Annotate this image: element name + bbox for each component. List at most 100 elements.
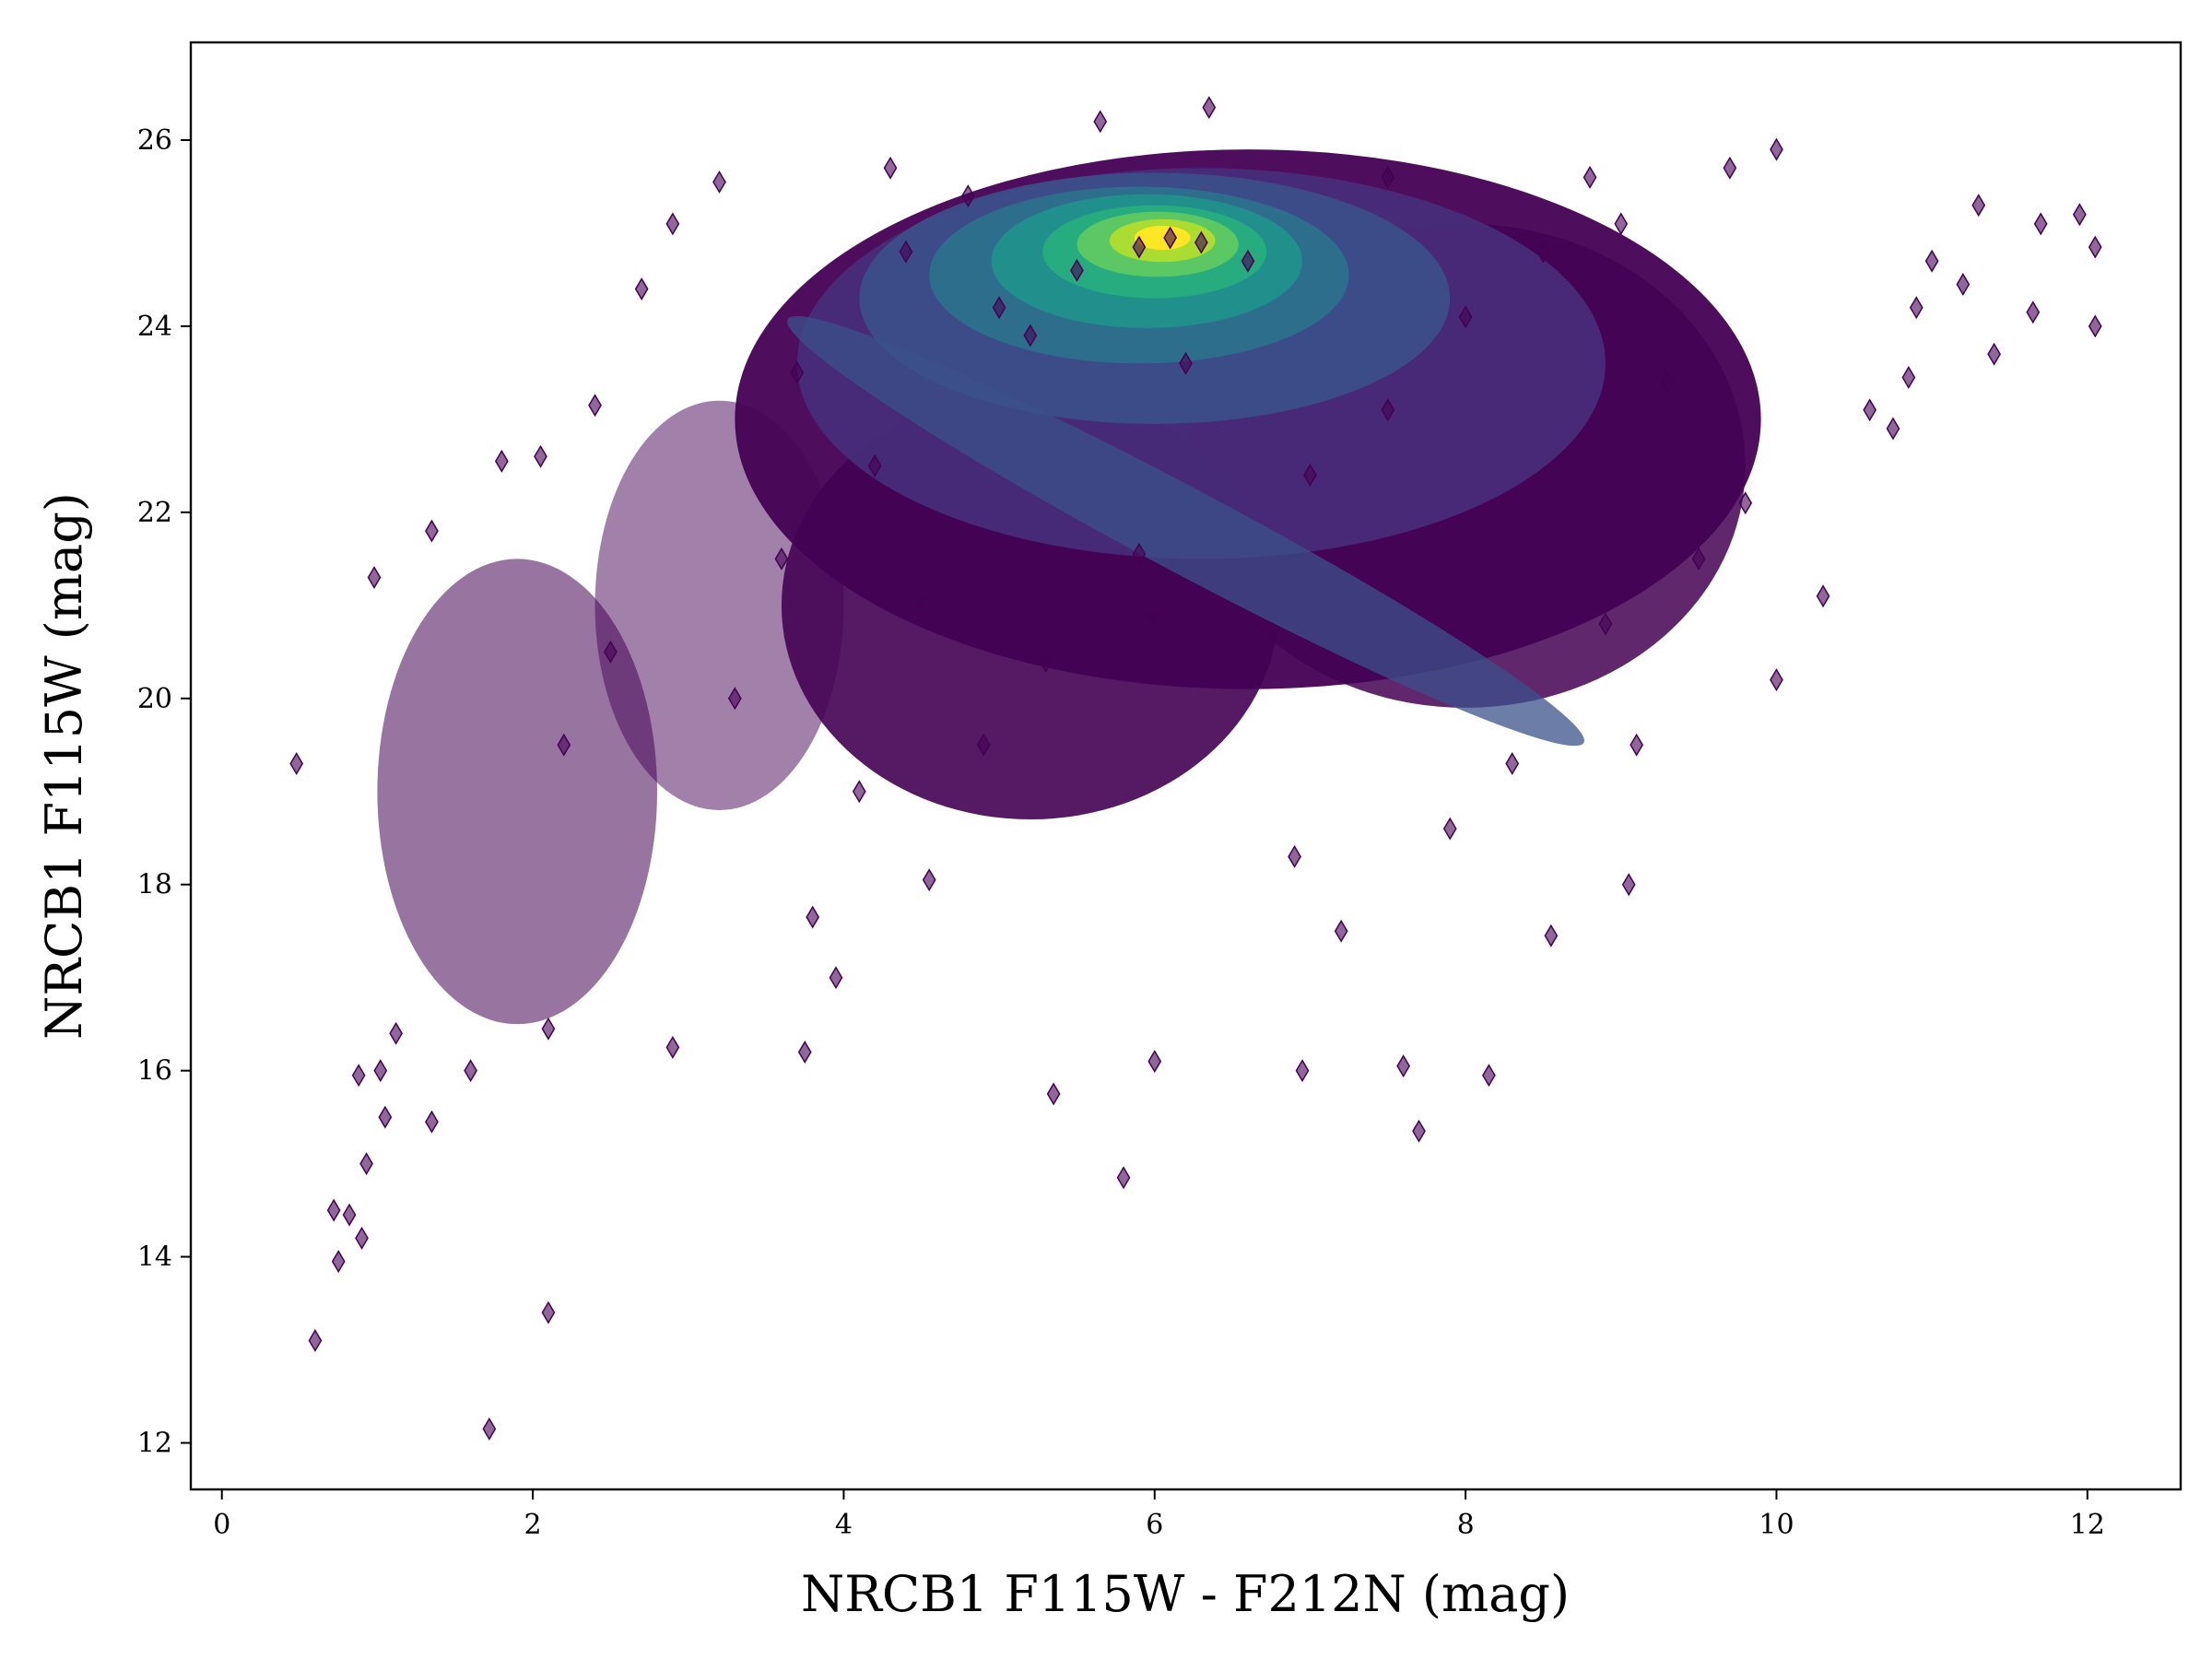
data-point xyxy=(1241,249,1255,273)
data-point xyxy=(1482,1064,1496,1088)
data-point xyxy=(534,444,547,468)
data-point xyxy=(1116,1166,1131,1190)
data-point xyxy=(1544,924,1559,947)
data-point xyxy=(1987,342,2001,366)
x-axis: 0 2 4 6 8 10 12 xyxy=(213,1489,2105,1541)
data-point xyxy=(914,594,929,618)
data-point xyxy=(1132,542,1147,566)
density-blob xyxy=(594,400,844,810)
data-point xyxy=(867,453,882,477)
data-point xyxy=(1816,584,1830,608)
data-point xyxy=(1901,365,1916,389)
density-blob xyxy=(787,315,1584,747)
data-point xyxy=(1723,156,1737,180)
y-tick-label: 26 xyxy=(137,124,172,157)
data-point xyxy=(790,360,805,384)
data-point xyxy=(1202,96,1217,120)
data-point xyxy=(389,1021,404,1045)
data-point xyxy=(727,687,742,711)
data-point xyxy=(1909,296,1924,320)
y-tick-label: 14 xyxy=(137,1241,172,1274)
data-point xyxy=(883,156,898,180)
x-tick-label: 4 xyxy=(835,1509,853,1541)
data-point xyxy=(806,905,820,929)
data-point xyxy=(1738,491,1753,515)
data-point xyxy=(2033,212,2048,236)
data-point xyxy=(425,1110,439,1134)
y-tick-label: 22 xyxy=(137,497,172,529)
data-point xyxy=(1661,371,1675,394)
data-point xyxy=(1770,668,1783,692)
data-point xyxy=(342,1203,357,1227)
data-point xyxy=(2088,314,2102,338)
data-point xyxy=(494,449,509,473)
data-point xyxy=(331,1250,346,1274)
data-point xyxy=(1598,612,1613,636)
x-tick-label: 8 xyxy=(1457,1509,1475,1541)
data-point xyxy=(829,966,843,990)
data-point xyxy=(1288,844,1301,868)
data-point xyxy=(541,1017,556,1041)
data-point xyxy=(1458,305,1473,329)
data-point xyxy=(1163,226,1178,250)
data-point xyxy=(1046,1082,1061,1106)
x-tick-label: 2 xyxy=(524,1509,542,1541)
y-tick-label: 18 xyxy=(137,869,172,901)
data-point xyxy=(1381,398,1395,422)
data-point xyxy=(1770,137,1783,161)
data-point xyxy=(1295,1059,1310,1083)
data-point xyxy=(378,1105,393,1129)
data-point xyxy=(774,547,789,571)
y-tick-label: 20 xyxy=(137,683,172,715)
data-point xyxy=(2072,203,2087,227)
data-point xyxy=(425,519,439,543)
data-point xyxy=(373,1059,388,1083)
data-point xyxy=(665,212,680,236)
data-point xyxy=(604,640,618,664)
data-point xyxy=(355,1226,369,1250)
data-point xyxy=(1147,1050,1162,1074)
data-point xyxy=(1956,273,1971,296)
data-point xyxy=(308,1328,323,1352)
data-point xyxy=(1621,873,1636,897)
data-point xyxy=(976,733,991,757)
data-point xyxy=(1194,230,1208,254)
points-layer xyxy=(289,96,2102,1441)
data-point xyxy=(482,1417,497,1441)
data-point xyxy=(922,868,936,892)
y-tick-label: 16 xyxy=(137,1055,172,1088)
data-point xyxy=(1505,752,1520,775)
data-point xyxy=(541,1300,556,1324)
data-point xyxy=(1442,817,1457,841)
data-point xyxy=(899,240,913,264)
data-point xyxy=(359,1152,373,1176)
data-point xyxy=(1334,919,1348,943)
data-point xyxy=(1614,212,1629,236)
data-point xyxy=(1863,398,1877,422)
data-point xyxy=(2088,235,2102,259)
data-point xyxy=(1971,194,1986,218)
density-blob xyxy=(1134,225,1191,251)
data-point xyxy=(634,277,649,301)
data-point xyxy=(1886,417,1900,441)
data-point xyxy=(351,1064,366,1088)
data-point xyxy=(464,1059,477,1083)
data-point xyxy=(1147,603,1162,627)
y-tick-label: 12 xyxy=(137,1428,172,1460)
plot-frame xyxy=(189,41,2183,1491)
y-tick-label: 24 xyxy=(137,311,172,343)
data-point xyxy=(326,1198,341,1222)
data-point xyxy=(992,296,1006,320)
x-tick-label: 0 xyxy=(213,1509,230,1541)
x-axis-label: NRCB1 F115W - F212N (mag) xyxy=(801,1565,1570,1623)
y-axis-label: NRCB1 F115W (mag) xyxy=(35,492,93,1040)
data-point xyxy=(960,184,975,208)
data-point xyxy=(1412,1119,1426,1143)
data-point xyxy=(1039,649,1053,673)
data-point xyxy=(1691,547,1706,571)
x-tick-label: 12 xyxy=(2070,1509,2105,1541)
data-point xyxy=(1179,351,1193,375)
data-point xyxy=(1536,240,1550,264)
x-tick-label: 10 xyxy=(1759,1509,1794,1541)
